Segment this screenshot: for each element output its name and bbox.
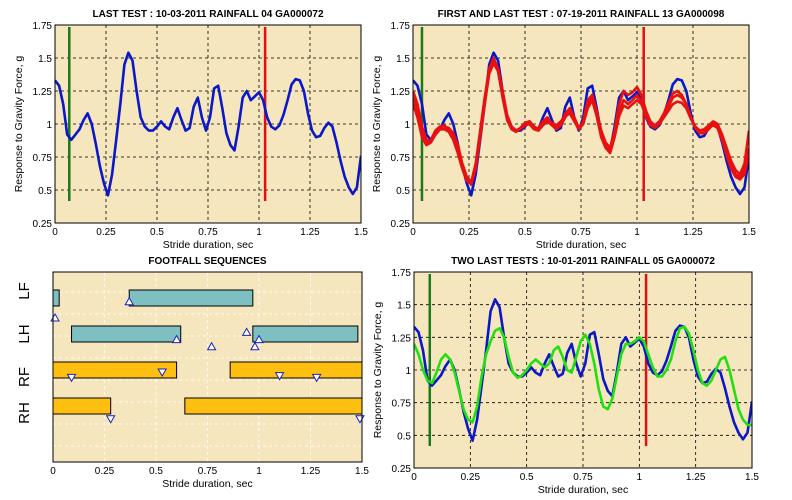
x-tick-label: 1	[256, 466, 262, 477]
y-tick-label: 1.5	[396, 54, 410, 65]
y-tick-label: 1.75	[391, 21, 411, 32]
plot-frame	[52, 271, 363, 463]
row-label-rf: RF	[16, 367, 33, 387]
x-tick-label: 1.25	[301, 466, 321, 477]
x-tick-label: 0.5	[518, 227, 532, 238]
y-tick-label: 0.75	[392, 399, 412, 410]
x-axis-label: Stride duration, sec	[163, 239, 253, 251]
y-tick-label: 0.75	[33, 153, 53, 164]
y-tick-label: 0.5	[396, 186, 410, 197]
y-tick-label: 1.25	[33, 87, 53, 98]
y-tick-label: 1.75	[392, 268, 412, 279]
up-triangle-marker	[124, 296, 135, 306]
row-label-lh: LH	[16, 324, 33, 343]
x-tick-label: 0.75	[198, 227, 218, 238]
stance-bar-rf	[229, 361, 363, 379]
chart-panel-p1: 0 0.25 0.5 0.75 1 1.25 1.50.250.50.7511.251.51…	[13, 9, 368, 251]
series-line-0	[55, 51, 361, 197]
x-tick-label: 0.75	[571, 227, 591, 238]
down-triangle-marker	[66, 373, 77, 383]
chart-panel-p2: 0 0.25 0.5 0.75 1 1.25 1.50.250.50.7511.251.51…	[371, 9, 756, 251]
x-tick-label: 1.25	[683, 227, 703, 238]
up-triangle-marker	[171, 334, 182, 344]
x-tick-label: 1.5	[354, 227, 368, 238]
y-tick-label: 1.75	[33, 21, 53, 32]
y-tick-label: 0.25	[392, 464, 412, 475]
x-tick-label: 1.5	[742, 227, 756, 238]
plot-frame	[412, 24, 750, 224]
x-tick-label: 0.5	[520, 472, 534, 483]
x-tick-label: 1.25	[686, 472, 706, 483]
y-tick-label: 0.25	[391, 219, 411, 230]
x-tick-label: 1	[637, 472, 643, 483]
x-tick-label: 0.75	[198, 466, 218, 477]
x-axis-label: Stride duration, sec	[162, 478, 252, 490]
y-tick-label: 1.25	[391, 87, 411, 98]
y-tick-label: 0.75	[391, 153, 411, 164]
chart-title: LAST TEST : 10-03-2011 RAINFALL 04 GA000…	[92, 9, 323, 20]
x-tick-label: 0.5	[150, 227, 164, 238]
y-tick-label: 1.5	[397, 301, 411, 312]
x-tick-label: 1	[634, 227, 640, 238]
chart-panel-p3: 0 0.25 0.5 0.75 1 1.25 1.5 LF LH RF RH FOOTFALL SEQ…	[16, 256, 369, 490]
x-tick-label: 0	[52, 227, 58, 238]
down-triangle-marker	[274, 372, 285, 381]
x-tick-label: 0.75	[573, 472, 593, 483]
y-tick-label: 0.5	[38, 186, 52, 197]
stance-bar-lf	[128, 289, 254, 307]
down-triangle-marker	[105, 415, 116, 424]
x-tick-label: 0	[410, 227, 416, 238]
down-triangle-marker	[311, 373, 322, 383]
x-tick-label: 0	[411, 472, 417, 483]
y-tick-label: 1.5	[38, 54, 52, 65]
up-triangle-marker	[206, 341, 217, 351]
y-tick-label: 1	[46, 120, 52, 131]
x-tick-label: 0.25	[459, 227, 479, 238]
row-label-rh: RH	[16, 402, 33, 424]
y-tick-label: 1	[404, 120, 410, 131]
series-line-1	[414, 325, 752, 427]
y-tick-label: 1	[405, 366, 411, 377]
series-line-0	[414, 298, 752, 442]
x-tick-label: 0.5	[149, 466, 163, 477]
x-tick-label: 0.25	[95, 466, 115, 477]
plot-frame	[413, 271, 753, 469]
stance-bar-lh	[71, 325, 182, 343]
stance-bar-rh	[184, 397, 363, 415]
y-axis-label: Response to Gravity Force, g	[13, 56, 25, 193]
y-tick-label: 1.25	[392, 333, 412, 344]
x-tick-label: 1.5	[745, 472, 759, 483]
series-line-3	[413, 62, 749, 185]
x-tick-label: 0.25	[461, 472, 481, 483]
y-axis-label: Response to Gravity Force, g	[372, 302, 384, 439]
chart-title: FIRST AND LAST TEST : 07-19-2011 RAINFAL…	[438, 9, 725, 20]
y-tick-label: 0.25	[33, 219, 53, 230]
x-tick-label: 0	[50, 466, 56, 477]
x-axis-label: Stride duration, sec	[536, 239, 626, 251]
x-tick-label: 0.25	[96, 227, 116, 238]
chart-panel-p4: 0 0.25 0.5 0.75 1 1.25 1.50.250.50.7511.251.51…	[372, 256, 759, 496]
plot-frame	[54, 24, 362, 224]
x-axis-label: Stride duration, sec	[538, 484, 628, 496]
y-tick-label: 0.5	[397, 431, 411, 442]
stance-bar-lh	[252, 325, 359, 343]
chart-title: FOOTFALL SEQUENCES	[148, 256, 266, 267]
down-triangle-marker	[157, 368, 168, 378]
x-tick-label: 1.25	[300, 227, 320, 238]
row-label-lf: LF	[16, 282, 33, 300]
up-triangle-marker	[254, 334, 264, 344]
x-tick-label: 1	[256, 227, 262, 238]
y-axis-label: Response to Gravity Force, g	[371, 56, 383, 193]
chart-title: TWO LAST TESTS : 10-01-2011 RAINFALL 05 …	[451, 256, 715, 267]
up-triangle-marker	[241, 327, 252, 336]
up-triangle-marker	[250, 341, 260, 351]
x-tick-label: 1.5	[355, 466, 369, 477]
stance-bar-rh	[52, 397, 112, 415]
stance-bar-lf	[52, 289, 60, 307]
